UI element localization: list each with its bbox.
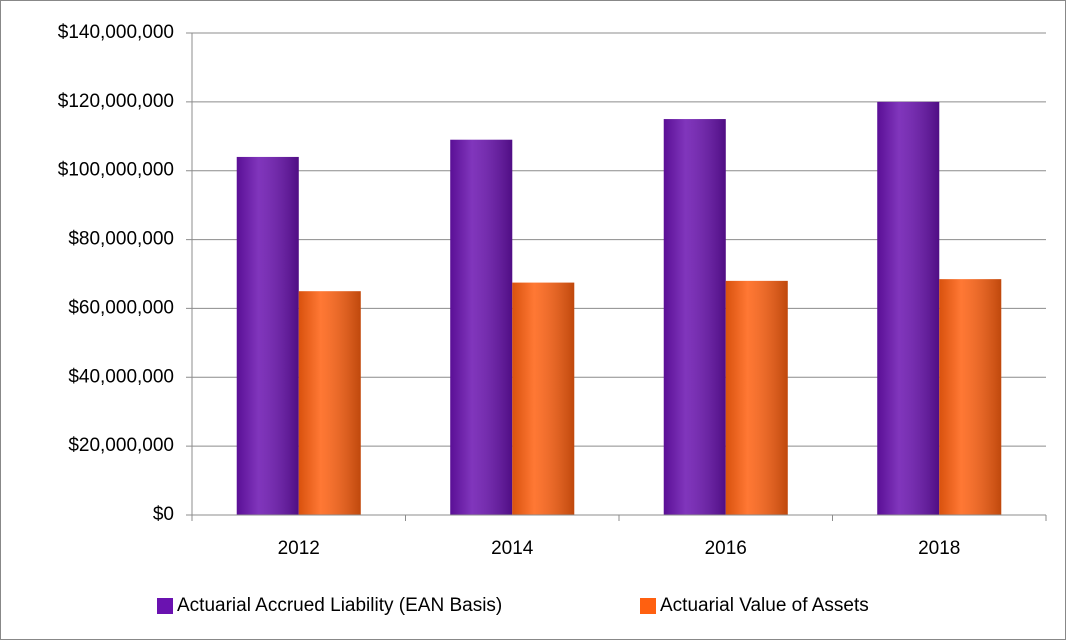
bar-shade [663, 119, 726, 516]
legend-swatch [157, 598, 173, 614]
bar-shade [725, 280, 788, 515]
legend-swatch [640, 598, 656, 614]
x-tick-label: 2016 [705, 538, 747, 559]
x-tick-label: 2012 [278, 538, 320, 559]
legend-label: Actuarial Accrued Liability (EAN Basis) [177, 595, 502, 616]
bar-shade [939, 279, 1002, 515]
y-tick-label: $100,000,000 [58, 160, 174, 181]
y-tick-label: $0 [153, 504, 174, 525]
y-tick-label: $140,000,000 [58, 22, 174, 43]
bar-shade [512, 282, 575, 515]
y-tick-label: $20,000,000 [68, 435, 174, 456]
y-tick-label: $80,000,000 [68, 229, 174, 250]
bar-shade [298, 291, 361, 515]
y-tick-label: $60,000,000 [68, 297, 174, 318]
x-tick-label: 2014 [491, 538, 534, 559]
y-tick-label: $40,000,000 [68, 366, 174, 387]
y-tick-label: $120,000,000 [58, 91, 174, 112]
legend-label: Actuarial Value of Assets [660, 595, 869, 616]
bar-shade [877, 101, 940, 515]
bar-shade [450, 139, 513, 515]
bar-shade [236, 156, 299, 515]
x-tick-label: 2018 [918, 538, 960, 559]
